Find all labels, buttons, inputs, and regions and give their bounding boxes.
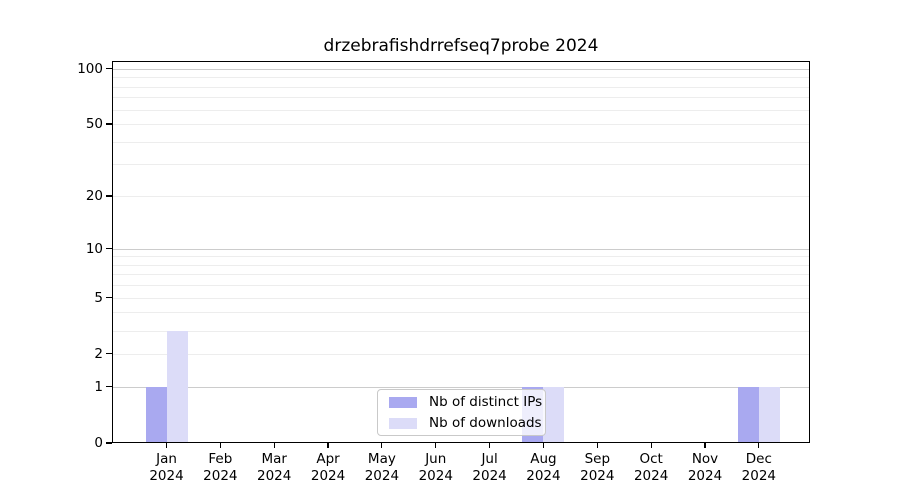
x-tick-label: Jun 2024 <box>404 451 468 484</box>
legend-swatch-downloads <box>389 417 417 429</box>
x-tick <box>704 443 706 448</box>
x-tick-label: Feb 2024 <box>188 451 252 484</box>
x-tick-label: May 2024 <box>350 451 414 484</box>
bar-downloads <box>166 330 188 443</box>
x-tick <box>596 443 598 448</box>
x-tick-month: Jun <box>425 451 447 467</box>
bar-downloads <box>758 386 780 443</box>
gridline-minor <box>112 285 810 287</box>
x-tick <box>381 443 383 448</box>
x-tick-label: Mar 2024 <box>242 451 306 484</box>
y-tick-label: 2 <box>94 345 103 362</box>
y-tick-label: 5 <box>94 289 103 306</box>
x-tick <box>650 443 652 448</box>
x-tick-label: Jul 2024 <box>458 451 522 484</box>
gridline-decade <box>112 386 810 388</box>
gridline-decade <box>112 248 810 250</box>
x-tick <box>219 443 221 448</box>
x-tick-month: Jul <box>481 451 498 467</box>
x-tick-label: Oct 2024 <box>619 451 683 484</box>
x-tick-label: Sep 2024 <box>565 451 629 484</box>
legend-swatch-distinct-ips <box>389 396 417 408</box>
y-tick <box>106 123 112 125</box>
y-tick <box>106 68 112 70</box>
legend: Nb of distinct IPs Nb of downloads <box>377 389 546 436</box>
x-tick-month: Apr <box>316 451 340 467</box>
plot-area <box>112 61 810 443</box>
x-tick-label: Apr 2024 <box>296 451 360 484</box>
legend-label: Nb of downloads <box>429 415 542 431</box>
x-tick-month: Mar <box>261 451 287 467</box>
x-tick <box>165 443 168 448</box>
legend-item: Nb of distinct IPs <box>386 394 542 410</box>
chart-title: drzebrafishdrrefseq7probe 2024 <box>323 36 599 56</box>
x-tick-year: 2024 <box>580 467 615 484</box>
bar-downloads <box>543 386 565 443</box>
x-tick-year: 2024 <box>364 467 400 484</box>
x-tick-month: Nov <box>691 451 719 467</box>
x-tick-month: Dec <box>745 451 772 467</box>
x-tick-year: 2024 <box>526 467 561 484</box>
x-tick-label: Aug 2024 <box>511 451 575 484</box>
legend-item: Nb of downloads <box>386 415 542 431</box>
x-tick-month: Sep <box>584 451 611 467</box>
y-tick-label: 50 <box>85 116 103 133</box>
x-tick <box>758 443 760 448</box>
x-tick-year: 2024 <box>257 467 292 484</box>
y-tick <box>106 386 112 388</box>
gridline-decade <box>112 68 810 70</box>
x-tick-label: Nov 2024 <box>673 451 737 484</box>
y-tick-label: 10 <box>85 240 103 257</box>
x-tick-year: 2024 <box>633 467 669 484</box>
y-tick-label: 20 <box>85 188 103 205</box>
gridline-minor <box>112 164 810 166</box>
bar-distinct-ips <box>737 386 759 443</box>
gridline-minor <box>112 264 810 266</box>
y-tick <box>106 442 112 444</box>
y-tick-label: 1 <box>94 378 103 395</box>
gridline-minor <box>112 196 810 198</box>
x-tick-year: 2024 <box>741 467 777 484</box>
y-tick <box>106 247 112 250</box>
x-tick-year: 2024 <box>687 467 723 484</box>
gridline-minor <box>112 330 810 332</box>
gridline-minor <box>112 141 810 143</box>
y-tick-label: 100 <box>77 60 103 77</box>
x-tick-month: Jan <box>156 451 177 467</box>
y-tick <box>106 195 112 197</box>
x-tick <box>327 443 329 448</box>
x-tick-year: 2024 <box>418 467 453 484</box>
y-tick <box>106 353 112 355</box>
gridline-minor <box>112 77 810 79</box>
gridline-minor <box>112 97 810 99</box>
x-tick-month: Oct <box>639 451 663 467</box>
x-tick-month: Aug <box>530 451 557 467</box>
x-tick-year: 2024 <box>472 467 507 484</box>
x-tick-year: 2024 <box>149 467 184 484</box>
x-tick <box>489 443 491 448</box>
x-tick <box>542 443 545 448</box>
x-tick-year: 2024 <box>310 467 346 484</box>
gridline-minor <box>112 274 810 276</box>
x-tick-label: Jan 2024 <box>135 451 199 484</box>
gridline-minor <box>112 312 810 314</box>
gridline-minor <box>112 86 810 88</box>
gridline-minor <box>112 256 810 258</box>
x-tick-month: May <box>367 451 396 467</box>
y-tick <box>106 297 112 299</box>
x-tick-month: Feb <box>208 451 233 467</box>
gridline-minor <box>112 353 810 355</box>
bar-distinct-ips <box>145 386 167 443</box>
gridline-minor <box>112 297 810 299</box>
x-tick-label: Dec 2024 <box>727 451 791 484</box>
x-tick-year: 2024 <box>203 467 238 484</box>
gridline-minor <box>112 124 810 126</box>
legend-label: Nb of distinct IPs <box>429 394 543 410</box>
x-tick <box>435 443 437 448</box>
y-tick-label: 0 <box>94 435 103 451</box>
x-tick <box>273 443 275 448</box>
gridline-minor <box>112 109 810 111</box>
